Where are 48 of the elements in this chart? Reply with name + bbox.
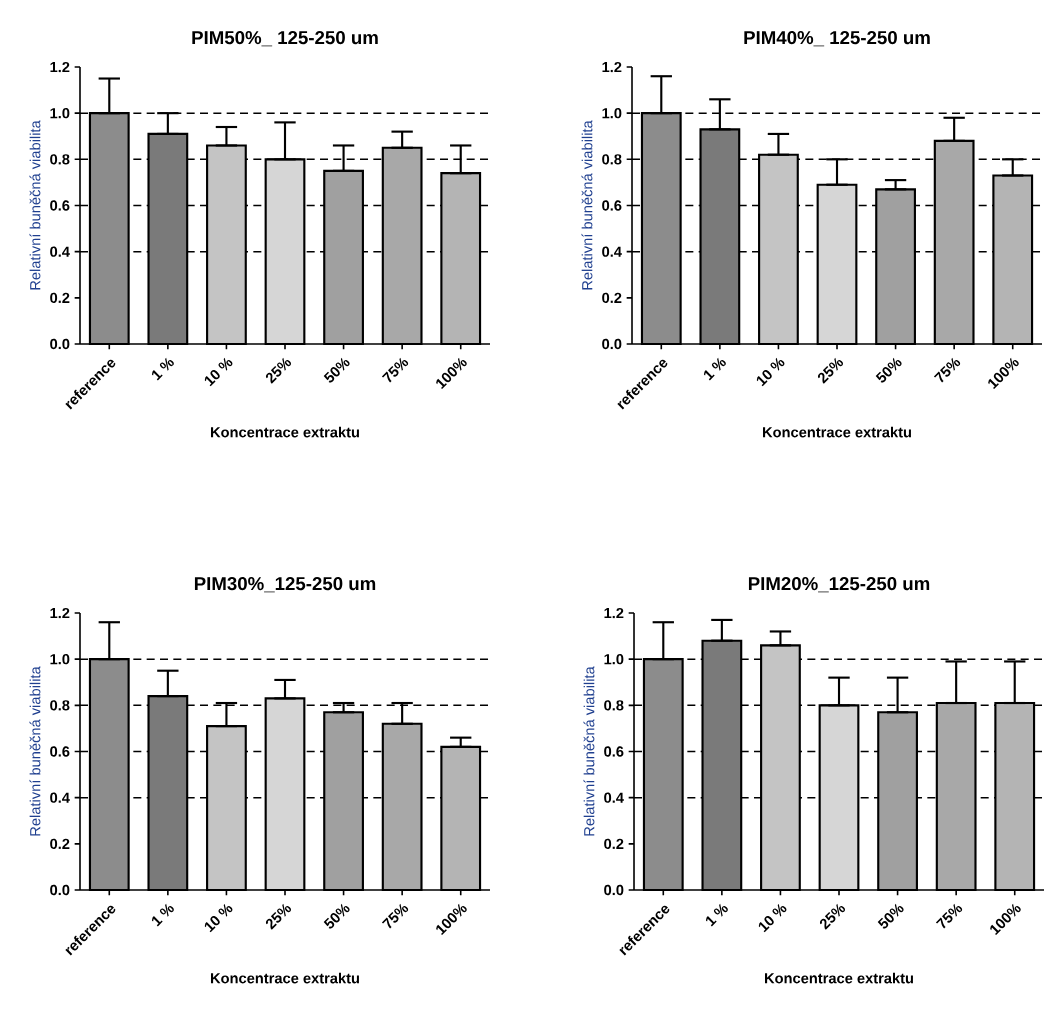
y-axis-title: Relativní buněčná viabilita — [581, 120, 593, 290]
x-tick-label: 10 % — [758, 903, 787, 933]
y-tick-label: 0.6 — [604, 746, 624, 757]
y-tick-label: 0.8 — [50, 154, 70, 165]
y-axis-title: Relativní buněčná viabilita — [583, 666, 595, 836]
y-tick-label: 1.2 — [50, 61, 70, 73]
y-tick-label: 0.4 — [50, 792, 70, 803]
y-tick-label: 1.0 — [602, 107, 622, 119]
y-tick-label: 0.2 — [50, 292, 70, 304]
x-tick-label: 1 % — [703, 357, 726, 381]
y-tick-label: 0.0 — [604, 884, 624, 896]
y-tick-label: 0.0 — [50, 884, 70, 896]
x-axis-title: Koncentrace extraktu — [210, 972, 359, 984]
x-tick-label: 10 % — [756, 357, 785, 387]
x-tick-label: 10 % — [204, 903, 233, 933]
x-axis-title: Koncentrace extraktu — [765, 972, 913, 984]
chart-title: PIM40%_ 125-250 um — [744, 30, 930, 47]
chart-title: PIM20%_125-250 um — [748, 576, 930, 593]
y-tick-label: 0.8 — [50, 700, 70, 711]
y-tick-label: 1.0 — [50, 107, 70, 119]
y-tick-label: 0.2 — [602, 292, 622, 304]
x-axis-title: Koncentrace extraktu — [210, 426, 359, 438]
y-tick-label: 0.4 — [50, 246, 70, 257]
y-tick-label: 0.6 — [602, 200, 622, 211]
y-tick-label: 0.4 — [602, 246, 622, 257]
y-tick-label: 0.6 — [50, 746, 70, 757]
x-tick-label: 1 % — [705, 903, 728, 927]
x-tick-label: 1 % — [151, 357, 174, 381]
chart-title: PIM50%_ 125-250 um — [192, 30, 378, 47]
y-tick-label: 1.0 — [604, 653, 624, 665]
y-tick-label: 1.2 — [50, 607, 70, 619]
chart-title: PIM30%_125-250 um — [194, 576, 376, 593]
y-tick-label: 1.0 — [50, 653, 70, 665]
y-axis-title: Relativní buněčná viabilita — [29, 666, 41, 836]
y-tick-label: 0.0 — [602, 338, 622, 350]
y-tick-label: 0.8 — [604, 700, 624, 711]
y-tick-label: 0.2 — [50, 838, 70, 850]
y-tick-label: 1.2 — [604, 607, 624, 619]
x-tick-label: 10 % — [204, 357, 233, 387]
y-tick-label: 0.6 — [50, 200, 70, 211]
y-axis-title: Relativní buněčná viabilita — [29, 120, 41, 290]
y-tick-label: 0.8 — [602, 154, 622, 165]
y-tick-label: 0.0 — [50, 338, 70, 350]
x-tick-label: 1 % — [151, 903, 174, 927]
y-tick-label: 0.2 — [604, 838, 624, 850]
x-axis-title: Koncentrace extraktu — [763, 426, 911, 438]
y-tick-label: 1.2 — [602, 61, 622, 73]
y-tick-label: 0.4 — [604, 792, 624, 803]
